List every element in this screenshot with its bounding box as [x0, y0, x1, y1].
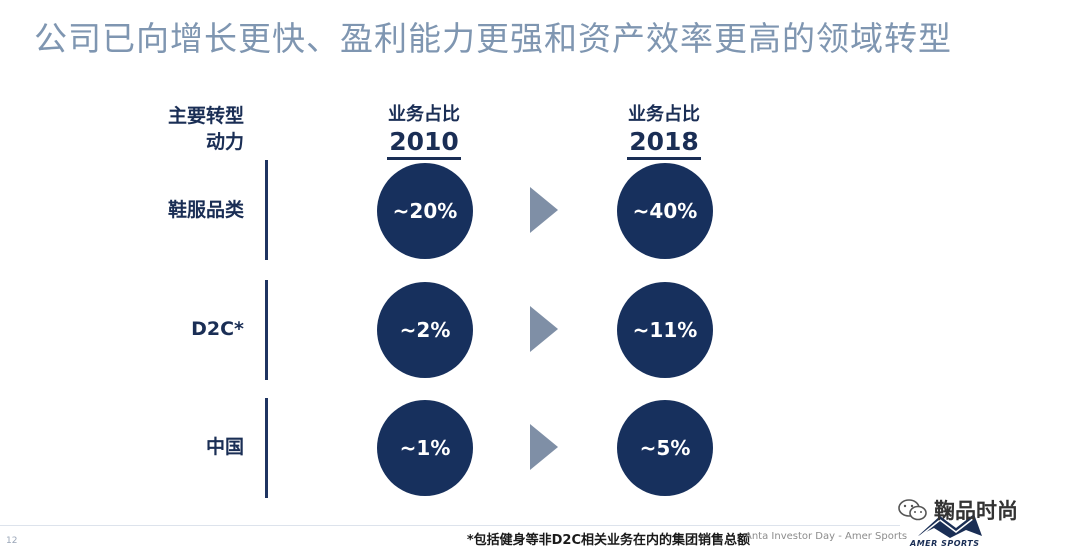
footnote: *包括健身等非D2C相关业务在内的集团销售总额 [466, 533, 750, 548]
column-2018-year: 2018 [627, 127, 701, 160]
column-header-2010: 业务占比 2010 [354, 103, 494, 160]
column-2010-subtitle: 业务占比 [388, 104, 460, 125]
row-divider [265, 398, 268, 498]
watermark-text: 鞠品时尚 [934, 499, 1018, 523]
row-label-d2c: D2C* [191, 318, 244, 340]
value-circle-2010-apparel: ~20% [377, 163, 473, 259]
value-circle-2018-apparel: ~40% [617, 163, 713, 259]
arrow-right-icon [530, 187, 558, 233]
column-2018-subtitle: 业务占比 [628, 104, 700, 125]
watermark: 鞠品时尚 [898, 495, 1018, 525]
logo-text: AMER SPORTS [910, 539, 980, 548]
page-title: 公司已向增长更快、盈利能力更强和资产效率更高的领域转型 [34, 19, 952, 58]
row-divider [265, 280, 268, 380]
event-caption: Anta Investor Day - Amer Sports [745, 531, 908, 542]
footer-rule [0, 525, 900, 526]
arrow-right-icon [530, 424, 558, 470]
driver-header-line-1: 主要转型 [167, 105, 244, 127]
row-label-apparel: 鞋服品类 [167, 199, 244, 221]
amer-sports-logo-icon [918, 514, 982, 538]
value-circle-2018-d2c: ~11% [617, 282, 713, 378]
column-header-2018: 业务占比 2018 [594, 103, 734, 160]
wechat-icon [898, 499, 927, 521]
driver-header: 主要转型 动力 [168, 103, 244, 155]
arrow-right-icon [530, 306, 558, 352]
row-label-china: 中国 [205, 436, 244, 458]
value-circle-2018-china: ~5% [617, 400, 713, 496]
row-divider [265, 160, 268, 260]
column-2010-year: 2010 [387, 127, 461, 160]
page-number: 12 [6, 536, 18, 546]
driver-header-line-2: 动力 [205, 131, 244, 153]
value-circle-2010-china: ~1% [377, 400, 473, 496]
value-circle-2010-d2c: ~2% [377, 282, 473, 378]
